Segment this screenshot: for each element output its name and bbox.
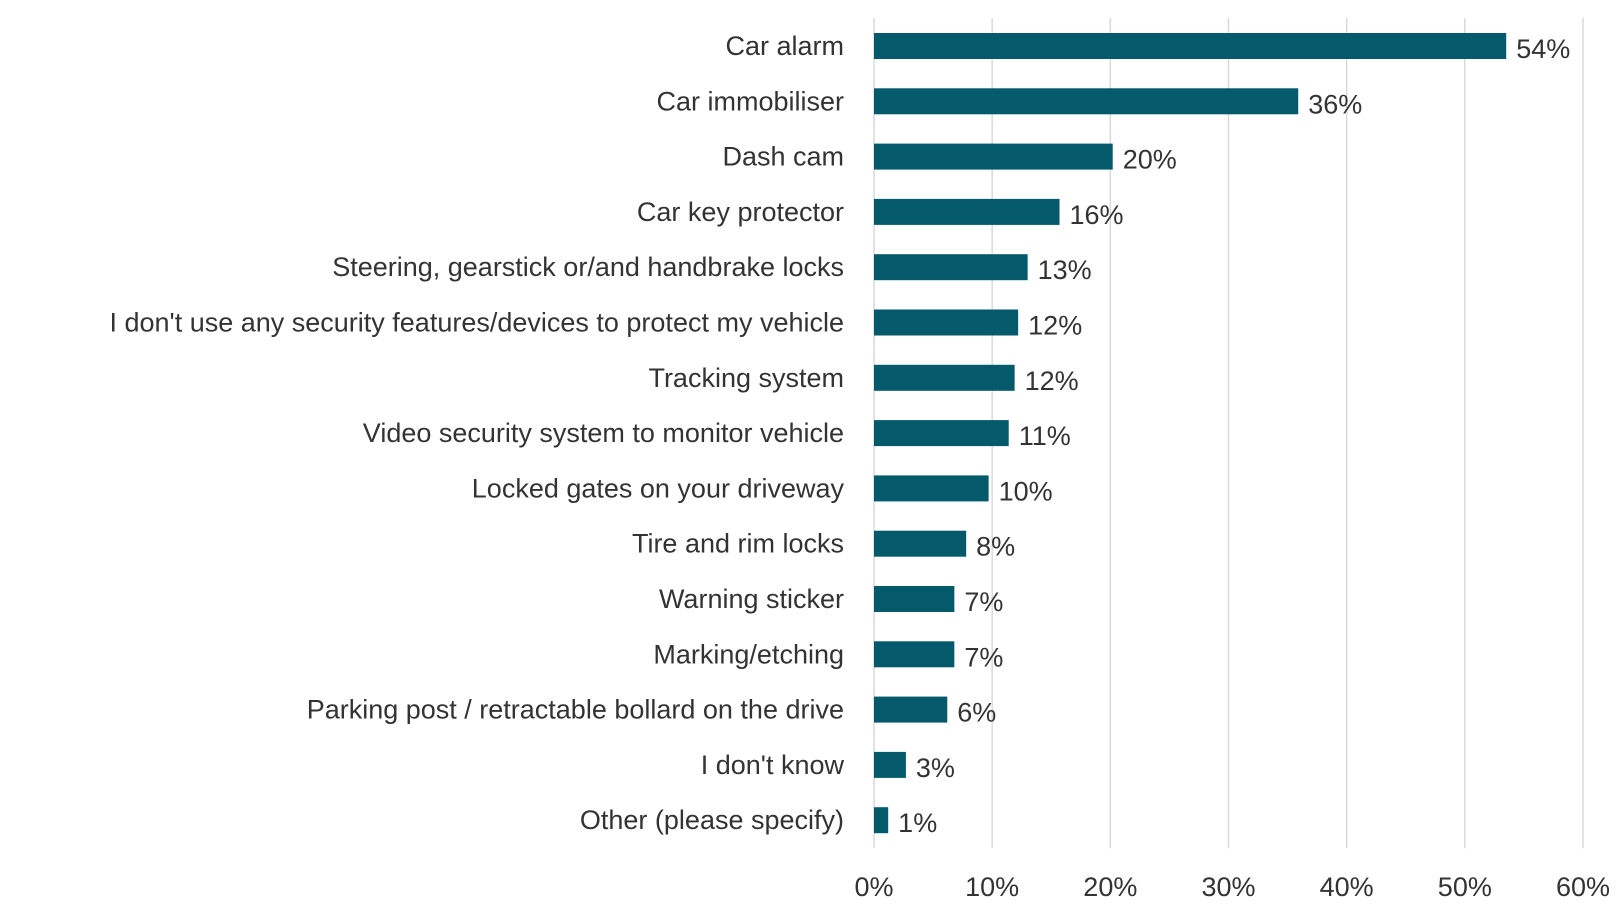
category-label: Tracking system <box>648 363 844 393</box>
category-label: Car alarm <box>725 31 844 61</box>
bar <box>874 33 1507 59</box>
category-label: I don't know <box>701 750 845 780</box>
data-label: 13% <box>1038 255 1092 285</box>
bar <box>874 641 955 668</box>
bars <box>874 33 1507 834</box>
bar <box>874 696 948 723</box>
bar <box>874 807 889 834</box>
category-label: Car key protector <box>637 197 844 227</box>
category-label: Warning sticker <box>659 584 844 614</box>
category-label: Dash cam <box>722 142 844 172</box>
category-labels: Car alarm Car immobiliser Dash cam Car key … <box>109 31 844 835</box>
category-label: Video security system to monitor vehicle <box>363 418 844 448</box>
bar <box>874 364 1015 391</box>
x-tick-label: 10% <box>965 872 1019 902</box>
category-label: Parking post / retractable bollard on th… <box>307 695 844 725</box>
data-label: 1% <box>898 808 937 838</box>
category-label: Marking/etching <box>653 639 844 669</box>
category-label: Other (please specify) <box>580 805 844 835</box>
bar <box>874 475 989 502</box>
data-label: 8% <box>976 532 1015 562</box>
data-label: 36% <box>1308 89 1362 119</box>
x-tick-label: 40% <box>1320 872 1374 902</box>
bar <box>874 143 1113 170</box>
bar <box>874 88 1299 115</box>
data-label: 11% <box>1019 421 1071 451</box>
bar <box>874 309 1019 336</box>
data-label: 54% <box>1516 34 1570 64</box>
category-label: Steering, gearstick or/and handbrake loc… <box>332 252 844 282</box>
data-label: 12% <box>1028 311 1082 341</box>
data-label: 10% <box>999 476 1053 506</box>
bar <box>874 586 955 612</box>
category-label: Locked gates on your driveway <box>472 473 845 503</box>
bar <box>874 420 1009 447</box>
data-label: 12% <box>1025 366 1079 396</box>
x-axis-tick-labels: 0% 10% 20% 30% 40% 50% 60% <box>854 872 1610 902</box>
category-label: Car immobiliser <box>656 86 844 116</box>
category-label: Tire and rim locks <box>632 529 844 559</box>
data-label: 7% <box>964 587 1003 617</box>
x-tick-label: 30% <box>1201 872 1255 902</box>
data-label: 6% <box>957 698 996 728</box>
x-tick-label: 0% <box>854 872 893 902</box>
data-label: 3% <box>916 753 955 783</box>
category-label: I don't use any security features/device… <box>109 308 844 338</box>
data-label: 16% <box>1070 200 1124 230</box>
bar <box>874 198 1060 225</box>
value-labels: 54% 36% 20% 16% 13% 12% 12% 11% 10% 8% 7% 7% 6%3% 1% <box>898 34 1570 838</box>
bar <box>874 751 906 778</box>
x-tick-label: 20% <box>1083 872 1137 902</box>
data-label: 7% <box>964 642 1003 672</box>
bar <box>874 254 1028 281</box>
x-tick-label: 60% <box>1556 872 1610 902</box>
x-tick-label: 50% <box>1438 872 1492 902</box>
bar <box>874 530 967 557</box>
data-label: 20% <box>1123 145 1177 175</box>
